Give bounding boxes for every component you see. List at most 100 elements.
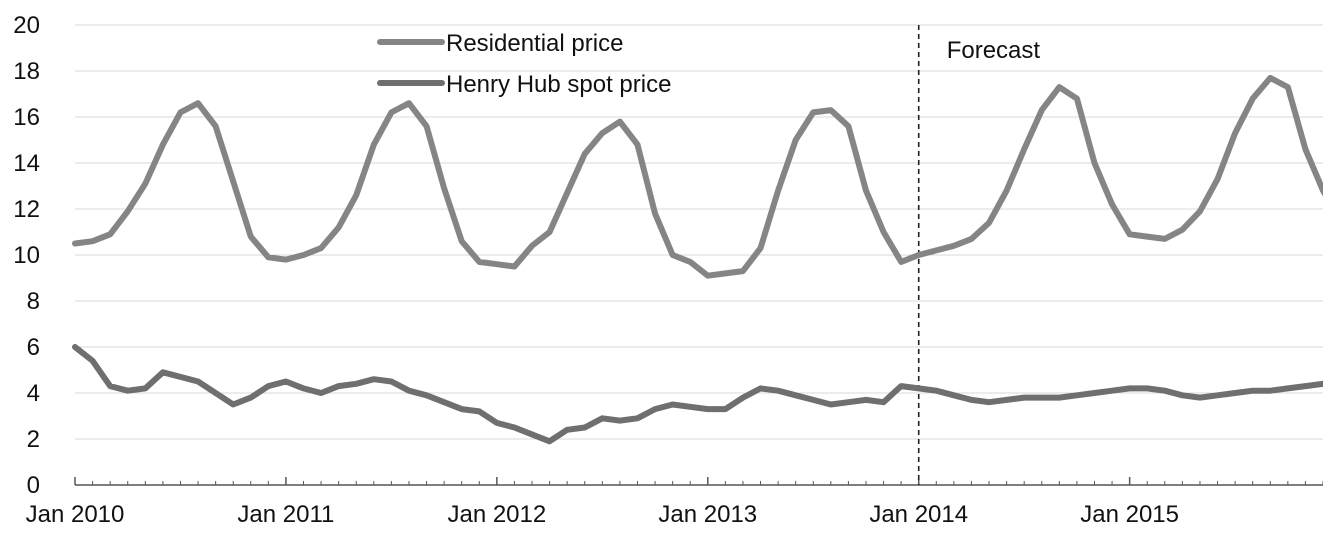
henry-hub-spot-price-point <box>795 394 797 396</box>
residential-price-point <box>672 254 674 256</box>
x-tick-label: Jan 2015 <box>1080 501 1179 528</box>
residential-price-point <box>707 275 709 277</box>
residential-price-point <box>1217 178 1219 180</box>
y-tick-label: 6 <box>27 334 40 361</box>
residential-price-point <box>461 240 463 242</box>
residential-price-point <box>531 245 533 247</box>
residential-price-point <box>162 144 164 146</box>
y-tick-label: 2 <box>27 426 40 453</box>
residential-price-point <box>953 245 955 247</box>
residential-price-point <box>144 183 146 185</box>
henry-hub-spot-price-point <box>531 434 533 436</box>
residential-price-point <box>92 240 94 242</box>
residential-price-point <box>514 266 516 268</box>
henry-hub-spot-price-point <box>988 401 990 403</box>
henry-hub-spot-price-point <box>109 385 111 387</box>
residential-price-point <box>883 231 885 233</box>
henry-hub-spot-price-point <box>549 440 551 442</box>
henry-hub-spot-price-point <box>654 408 656 410</box>
henry-hub-spot-price-point <box>232 404 234 406</box>
henry-hub-spot-price-point <box>742 397 744 399</box>
residential-price-point <box>1269 77 1271 79</box>
residential-price-point <box>584 153 586 155</box>
residential-price-point <box>408 102 410 104</box>
residential-price-point <box>1094 162 1096 164</box>
henry-hub-spot-price-point <box>215 392 217 394</box>
x-tick-label: Jan 2012 <box>447 501 546 528</box>
residential-price-point <box>988 222 990 224</box>
residential-price-point <box>1041 109 1043 111</box>
henry-hub-spot-price-point <box>1181 394 1183 396</box>
y-tick-label: 16 <box>13 104 40 131</box>
henry-hub-spot-price-point <box>426 394 428 396</box>
residential-price-point <box>935 250 937 252</box>
henry-hub-spot-price-point <box>883 401 885 403</box>
residential-price-point <box>1076 98 1078 100</box>
residential-price-point <box>180 112 182 114</box>
henry-hub-spot-price-point <box>461 408 463 410</box>
henry-hub-spot-price-point <box>443 401 445 403</box>
residential-price-point <box>127 210 129 212</box>
residential-price-point <box>566 192 568 194</box>
henry-hub-spot-price-point <box>707 408 709 410</box>
henry-hub-spot-price-point <box>566 429 568 431</box>
henry-hub-spot-price-point <box>496 422 498 424</box>
x-tick-label: Jan 2014 <box>869 501 968 528</box>
residential-price-point <box>373 144 375 146</box>
residential-price-point <box>109 233 111 235</box>
henry-hub-spot-price-point <box>92 360 94 362</box>
residential-price-point <box>426 125 428 127</box>
henry-hub-spot-price-point <box>408 390 410 392</box>
residential-price-point <box>355 194 357 196</box>
henry-hub-spot-price-point <box>303 388 305 390</box>
henry-hub-spot-price-point <box>320 392 322 394</box>
forecast-label: Forecast <box>947 37 1041 64</box>
henry-hub-spot-price-point <box>812 399 814 401</box>
residential-price-point <box>1234 132 1236 134</box>
y-tick-label: 10 <box>13 242 40 269</box>
residential-price-point <box>865 190 867 192</box>
residential-price-point <box>285 259 287 261</box>
x-tick-label: Jan 2010 <box>26 501 125 528</box>
residential-price-point <box>1199 210 1201 212</box>
henry-hub-spot-price-point <box>900 385 902 387</box>
henry-hub-spot-price-point <box>672 404 674 406</box>
residential-price-point <box>320 247 322 249</box>
residential-price-line <box>72 74 1323 279</box>
residential-price-point <box>1252 98 1254 100</box>
henry-hub-spot-price-point <box>1305 385 1307 387</box>
y-tick-label: 8 <box>27 288 40 315</box>
henry-hub-spot-price-point <box>373 378 375 380</box>
residential-price-point <box>637 144 639 146</box>
residential-price-point <box>443 187 445 189</box>
henry-hub-spot-price-point <box>338 385 340 387</box>
henry-hub-spot-price-point <box>1217 394 1219 396</box>
henry-hub-spot-price-point <box>953 394 955 396</box>
henry-hub-spot-price-point <box>355 383 357 385</box>
residential-price-point <box>848 125 850 127</box>
henry-hub-spot-price-point <box>267 385 269 387</box>
legend-residential-price-label: Residential price <box>446 30 623 57</box>
residential-price-point <box>760 247 762 249</box>
x-tick-label: Jan 2013 <box>658 501 757 528</box>
y-tick-label: 18 <box>13 58 40 85</box>
henry-hub-spot-price-point <box>1287 388 1289 390</box>
henry-hub-spot-price-point <box>918 388 920 390</box>
residential-price-point <box>1006 190 1008 192</box>
henry-hub-spot-price-point <box>514 427 516 429</box>
residential-price-point <box>1146 236 1148 238</box>
henry-hub-spot-price-point <box>478 411 480 413</box>
residential-price-point <box>496 263 498 265</box>
residential-price-point <box>1305 148 1307 150</box>
henry-hub-spot-price-point <box>619 420 621 422</box>
henry-hub-spot-price-point <box>584 427 586 429</box>
residential-price-point <box>918 254 920 256</box>
henry-hub-spot-price-point <box>1199 397 1201 399</box>
y-tick-label: 4 <box>27 380 40 407</box>
residential-price-point <box>689 261 691 263</box>
henry-hub-spot-price-point <box>689 406 691 408</box>
residential-price-point <box>812 112 814 114</box>
residential-price-point <box>971 238 973 240</box>
residential-price-point <box>303 254 305 256</box>
henry-hub-spot-price-point <box>1111 390 1113 392</box>
